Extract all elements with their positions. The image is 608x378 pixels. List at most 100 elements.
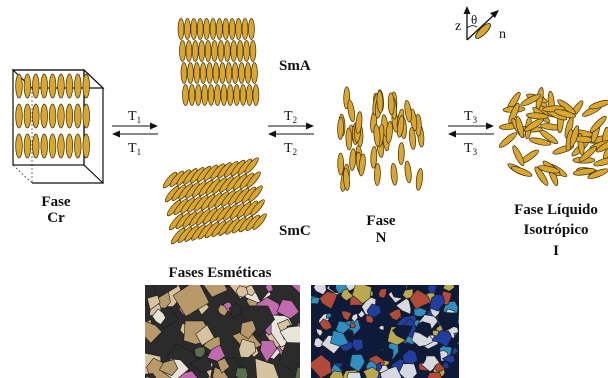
sma-molecule (190, 18, 198, 40)
crystal-molecule (23, 133, 32, 159)
axis-n-label: n (499, 27, 506, 42)
sma-molecule (185, 40, 193, 62)
smectic-texture-domain (264, 285, 274, 293)
isotropic-molecule (537, 165, 560, 174)
sma-molecule (201, 84, 209, 106)
sma-molecule (199, 62, 207, 84)
nematic-texture-domain (388, 308, 402, 321)
nematic-molecule (355, 111, 363, 134)
nematic-texture-domain (335, 285, 349, 295)
transition-arrows (112, 122, 494, 138)
smectic-texture-domain (158, 359, 179, 377)
nematic-texture-domain (319, 318, 333, 331)
nematic-texture-domain (379, 347, 394, 362)
smectic-texture-domain (206, 344, 226, 362)
smectic-texture-domain (291, 285, 300, 294)
sma-molecule (220, 84, 228, 106)
nematic-texture-domain (432, 330, 440, 337)
crystal-molecule (32, 133, 40, 159)
nematic-molecule (345, 127, 353, 151)
smectic-texture-domain (254, 357, 280, 378)
nematic-molecule (358, 153, 366, 177)
nematic-label-line1: Fase (366, 213, 396, 229)
smectic-texture-domain (240, 320, 257, 340)
smectic-texture-domain (217, 304, 229, 317)
nematic-texture-domain (442, 285, 455, 292)
smectic-texture-domain (235, 285, 249, 298)
smectic-texture-domain (239, 305, 275, 337)
nematic-molecule (396, 115, 405, 138)
nematic-texture-domain (429, 293, 446, 312)
nematic-texture-domain (351, 338, 364, 352)
isotropic-molecule (534, 166, 549, 186)
sma-molecule (230, 40, 238, 62)
smectic-group-label: Fases Esméticas (169, 265, 272, 281)
sma-molecule (252, 84, 260, 106)
smectic-texture-domain (216, 357, 230, 374)
crystal-molecule (57, 133, 65, 159)
sma-molecule (225, 62, 233, 84)
crystal-molecule (32, 103, 40, 129)
nematic-texture-domain (311, 354, 332, 378)
nematic-texture-domain (351, 285, 372, 305)
isotropic-molecule (569, 125, 580, 148)
isotropic-label-line1: Fase Líquido (514, 202, 598, 218)
nematic-molecule (347, 99, 355, 123)
crystal-molecule (15, 103, 23, 129)
smectic-texture-domain (172, 285, 210, 317)
sma-molecule (203, 18, 210, 40)
smectic-texture-domain (151, 308, 166, 326)
nematic-texture-domain (362, 366, 380, 378)
sma-molecule (196, 18, 204, 40)
sma-molecule (212, 62, 220, 84)
crystal-cube (11, 68, 105, 185)
t3-lower-label: T3 (464, 141, 478, 157)
axis-theta-label: θ (471, 12, 477, 27)
nematic-molecule (409, 127, 416, 150)
director-inset: z θ n (455, 6, 506, 42)
smectic-a-molecules (177, 18, 260, 106)
crystal-molecule (82, 133, 90, 159)
smectic-texture-domain (294, 367, 300, 378)
nematic-texture-domain (414, 321, 433, 339)
sma-molecule (179, 40, 186, 62)
nematic-texture-domain (313, 337, 324, 348)
nematic-texture-domain (381, 340, 390, 353)
axis-z-label: z (455, 19, 461, 34)
sma-molecule (193, 62, 201, 84)
nematic-texture-domain (441, 354, 456, 364)
nematic-molecule (373, 124, 381, 147)
isotropic-molecules (498, 87, 608, 187)
smectic-texture-domain (145, 320, 163, 344)
crystal-molecules (15, 73, 90, 159)
smc-molecule (244, 157, 259, 174)
sma-molecule (207, 84, 215, 106)
crystal-molecule (15, 73, 23, 99)
nematic-molecule (376, 90, 384, 114)
arrow-pair-2 (268, 122, 314, 138)
nematic-texture-domain (378, 288, 387, 299)
smectic-c-molecules (162, 157, 267, 245)
nematic-texture-domain (366, 303, 382, 318)
crystal-molecule (65, 73, 74, 99)
isotropic-molecule (572, 168, 596, 176)
nematic-texture-domain (442, 361, 450, 369)
isotropic-molecule (529, 137, 552, 146)
nematic-texture-domain (427, 371, 443, 378)
isotropic-molecule (520, 94, 541, 107)
nematic-texture-domain (437, 309, 458, 332)
nematic-texture-domain (351, 312, 359, 323)
smectic-micrograph (145, 285, 300, 378)
crystal-molecule (74, 103, 82, 129)
sma-molecule (194, 84, 202, 106)
smc-molecule (246, 171, 261, 188)
isotropic-molecule (553, 109, 576, 119)
nematic-label-line2: N (376, 230, 387, 246)
sma-molecule (233, 84, 241, 106)
phase-labels: Fase Cr SmA SmC Fases Esméticas Fase N F… (41, 58, 597, 281)
crystal-molecule (65, 133, 74, 159)
t1-upper-label: T1 (128, 109, 141, 125)
t3-upper-label: T3 (464, 109, 478, 125)
isotropic-molecule (526, 112, 549, 120)
nematic-molecule (343, 168, 350, 191)
